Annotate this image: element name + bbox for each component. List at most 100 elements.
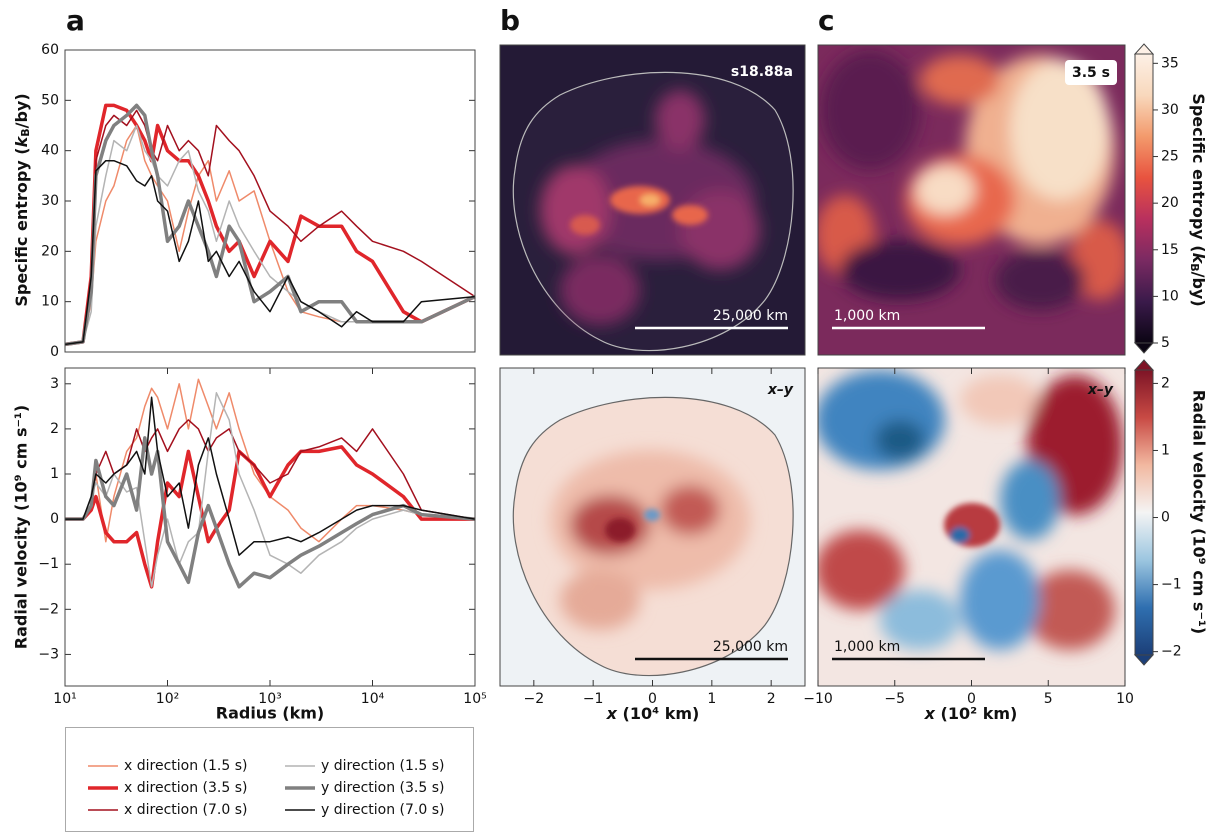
time-box (1065, 60, 1117, 85)
colorbar-tick-label: 10 (1161, 288, 1179, 304)
panel-label: c (818, 4, 835, 37)
time-label: 3.5 s (1072, 65, 1110, 81)
x-tick-label: 0 (967, 691, 976, 707)
series-line (64, 103, 476, 347)
x-tick-label: 10³ (258, 691, 281, 707)
y-tick-label: −1 (38, 556, 59, 572)
frame (817, 44, 1126, 356)
colorbar-tick-label: 0 (1161, 510, 1170, 526)
velocity-map-c (818, 368, 1125, 686)
frame (64, 49, 476, 353)
legend-label: x direction (1.5 s) (124, 758, 247, 774)
colorbar-tick-label: 35 (1161, 55, 1179, 71)
label-part: /by) (1190, 272, 1209, 307)
x-tick-label: 0 (648, 691, 657, 707)
x-tick-label: 10⁴ (361, 691, 385, 707)
colorbar-arrow (1133, 359, 1155, 371)
y-tick-label: 3 (50, 376, 59, 392)
x-tick-label: 5 (1044, 691, 1053, 707)
series-line (65, 378, 476, 543)
y-tick-label: 0 (50, 344, 59, 360)
frame (499, 44, 806, 356)
colorbar-label: Radial velocity (10⁹ cm s⁻¹) (1190, 390, 1209, 634)
entropy-map-c (818, 45, 1125, 355)
y-tick-label: 0 (50, 511, 59, 527)
x-tick-label: −2 (524, 691, 545, 707)
label-part: (10² km) (935, 704, 1017, 723)
series-line (65, 445, 475, 589)
label-part: Specific entropy ( (12, 147, 31, 306)
colorbar-tick-label: 20 (1161, 195, 1179, 211)
legend-label: y direction (1.5 s) (321, 758, 444, 774)
scale-bar-label: 1,000 km (834, 639, 900, 655)
y-axis-label: Specific entropy (kB/by) (12, 93, 33, 306)
y-tick-label: 40 (41, 143, 59, 159)
frame (64, 367, 476, 687)
scale-bar-label: 25,000 km (713, 308, 788, 324)
x-tick-label: −1 (583, 691, 604, 707)
colorbar-tick-label: 5 (1161, 335, 1170, 351)
x-tick-label: 10¹ (53, 691, 76, 707)
y-axis-label: Radial velocity (10⁹ cm s⁻¹) (12, 405, 31, 649)
label-part: /by) (12, 93, 31, 128)
model-label: s18.88a (731, 64, 793, 80)
colorbar-tick-label: −1 (1161, 577, 1182, 593)
x-axis-label: x (10² km) (924, 704, 1018, 723)
series-line (64, 103, 476, 347)
series-line (64, 109, 476, 346)
scale-bar-label: 1,000 km (834, 308, 900, 324)
y-tick-label: 60 (41, 42, 59, 58)
y-tick-label: −2 (38, 601, 59, 617)
series-line (65, 436, 476, 589)
panel-label: b (500, 4, 520, 37)
colorbar-arrow (1133, 43, 1155, 55)
y-tick-label: −3 (38, 646, 59, 662)
colorbar-tick-label: 1 (1161, 442, 1170, 458)
label-part: k (12, 135, 31, 147)
colorbar-tick-label: −2 (1161, 644, 1182, 660)
label-part: x (606, 704, 618, 723)
x-tick-label: 1 (707, 691, 716, 707)
x-axis-label: Radius (km) (216, 704, 324, 723)
legend-label: x direction (7.0 s) (124, 802, 247, 818)
x-tick-label: −5 (884, 691, 905, 707)
series-line (64, 124, 476, 346)
label-part: B (1188, 263, 1201, 271)
legend-label: y direction (3.5 s) (321, 780, 444, 796)
legend-label: x direction (3.5 s) (124, 780, 247, 796)
plane-label: x–y (767, 382, 794, 398)
y-tick-label: 2 (50, 421, 59, 437)
series-line (65, 392, 476, 588)
label-part: (10⁴ km) (617, 704, 699, 723)
x-tick-label: −10 (803, 691, 833, 707)
series-line (65, 419, 476, 520)
label-part: Specific entropy ( (1190, 93, 1209, 252)
legend-label: y direction (7.0 s) (321, 802, 444, 818)
scale-bar-label: 25,000 km (713, 639, 788, 655)
series-line (65, 396, 476, 556)
y-tick-label: 30 (41, 193, 59, 209)
x-tick-label: 10 (1116, 691, 1134, 707)
label-part: B (19, 128, 32, 136)
plane-label: x–y (1087, 382, 1114, 398)
colorbar-tick-label: 2 (1161, 375, 1170, 391)
colorbar (1134, 53, 1154, 344)
y-tick-label: 50 (41, 92, 59, 108)
x-tick-label: 10² (156, 691, 179, 707)
x-axis-label: x (10⁴ km) (606, 704, 700, 723)
x-tick-label: 10⁵ (463, 691, 486, 707)
colorbar-tick-label: 25 (1161, 149, 1179, 165)
colorbar-arrow (1133, 654, 1155, 666)
colorbar-tick-label: 15 (1161, 242, 1179, 258)
colorbar-arrow (1133, 342, 1155, 354)
legend-box (65, 727, 474, 832)
y-tick-label: 1 (50, 466, 59, 482)
entropy-map-b (500, 45, 805, 355)
y-tick-label: 20 (41, 243, 59, 259)
label-part: x (924, 704, 936, 723)
series-line (64, 159, 476, 346)
y-tick-label: 10 (41, 294, 59, 310)
colorbar-tick-label: 30 (1161, 102, 1179, 118)
